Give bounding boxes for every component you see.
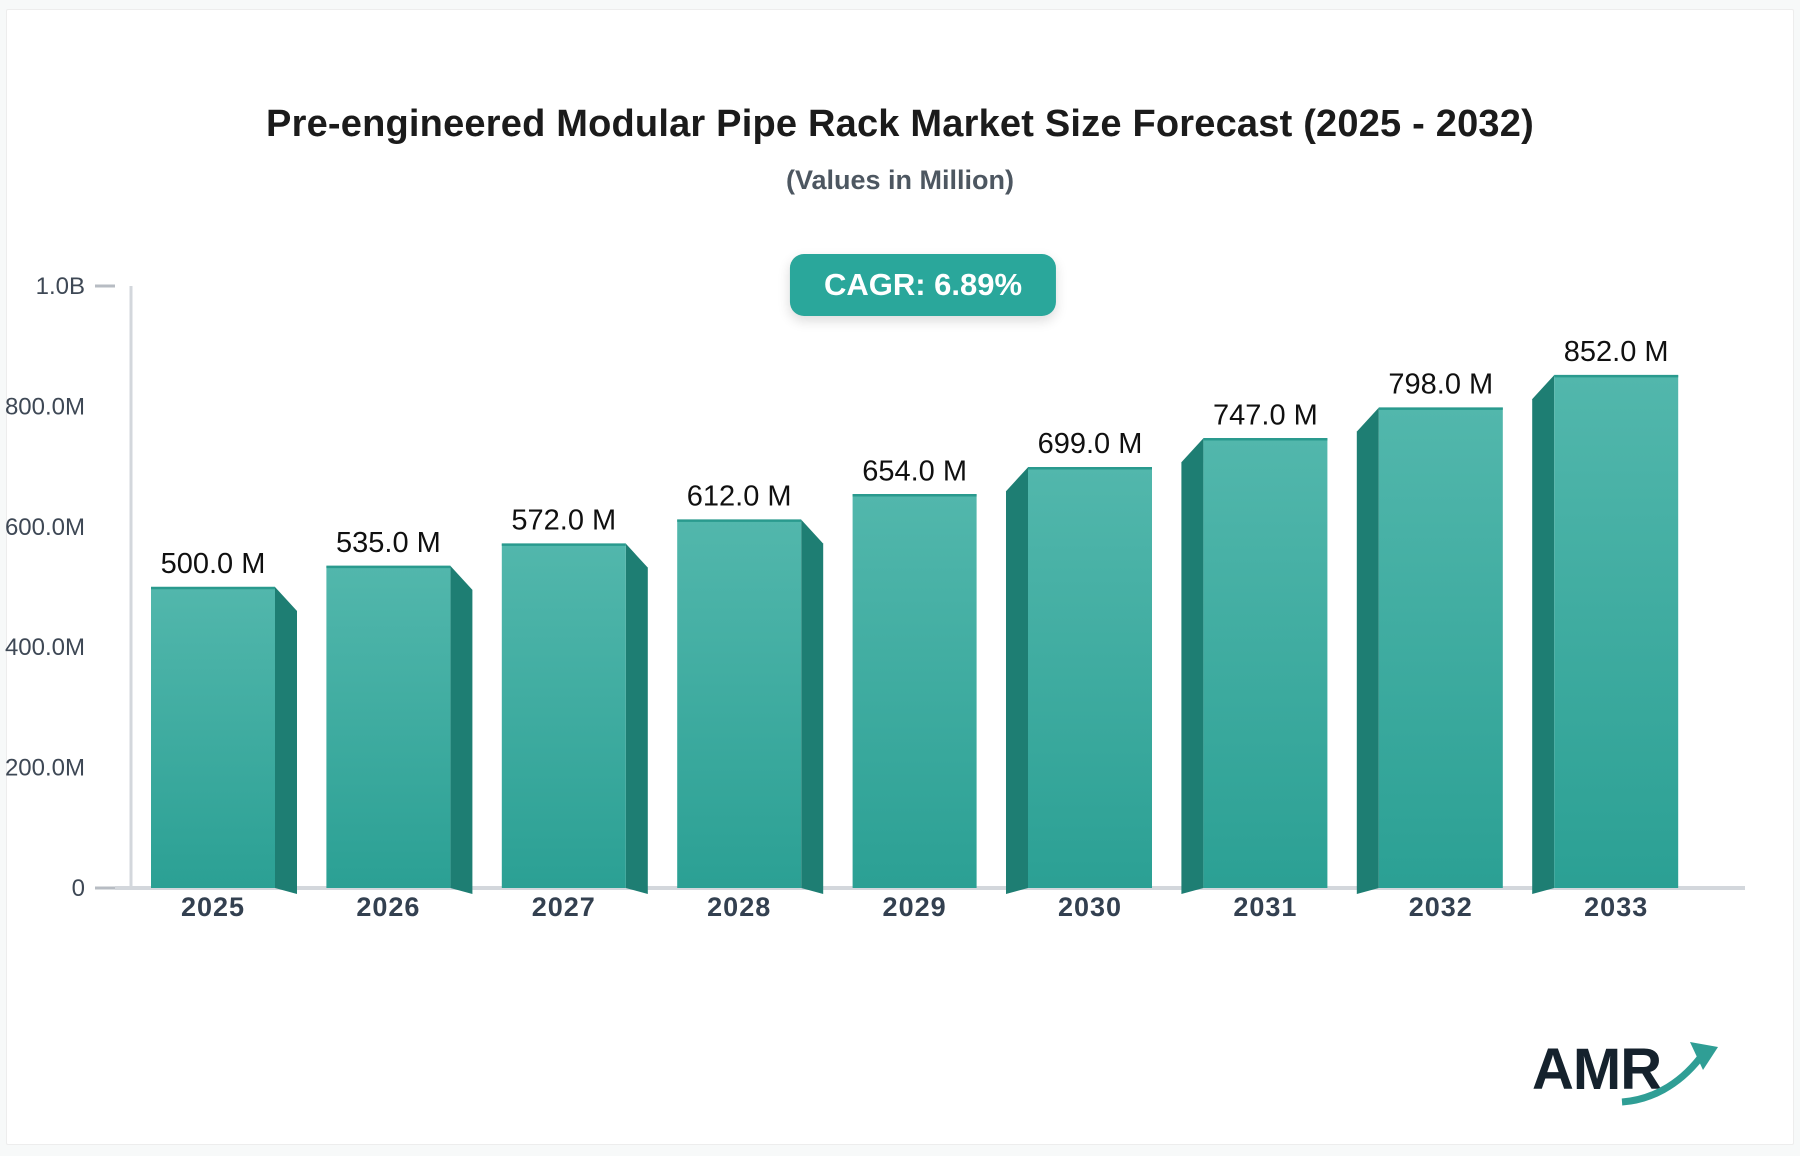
x-category-2028: 2028 [707,892,771,922]
y-tick-label: 800.0M [5,393,85,420]
bar-value-2033: 852.0 M [1564,336,1669,368]
bar-value-2029: 654.0 M [862,455,967,487]
chart-title: Pre-engineered Modular Pipe Rack Market … [266,103,1534,145]
amr-logo: AMR [1532,1036,1728,1120]
bar-2031-face [1203,438,1328,888]
bar-value-2030: 699.0 M [1038,428,1143,460]
bar-2033-face [1554,375,1679,888]
bar-2031-side [1181,438,1204,894]
x-category-2031: 2031 [1233,892,1297,922]
bar-2028-side [801,519,824,894]
cagr-badge: CAGR: 6.89% [789,254,1057,316]
y-tick-label: 200.0M [5,755,85,782]
bar-2028-face [677,519,802,888]
bar-2026-face [326,565,451,888]
y-tick-label: 400.0M [5,634,85,661]
bar-2025-side [275,587,297,894]
x-category-2032: 2032 [1409,892,1473,922]
y-tick-label: 1.0B [36,273,85,300]
cagr-badge-label: CAGR: 6.89% [823,267,1023,302]
bar-2029-face [852,494,977,888]
bar-2030-face [1028,467,1152,888]
x-category-2025: 2025 [181,892,245,922]
bar-2030-side [1006,467,1028,894]
bar-2027-face [501,543,626,888]
bar-value-2032: 798.0 M [1388,369,1493,401]
y-tick-label: 0 [72,875,85,902]
y-tick-label: 600.0M [5,514,85,541]
bars [151,374,1679,894]
x-category-2033: 2033 [1584,892,1648,922]
growth-arrow-icon [1621,1042,1718,1106]
bar-value-2031: 747.0 M [1213,399,1318,431]
x-category-2026: 2026 [356,892,420,922]
bar-2026-side [450,565,473,894]
x-category-2027: 2027 [532,892,596,922]
amr-logo-text: AMR [1532,1037,1662,1102]
bar-value-2028: 612.0 M [687,481,792,513]
x-category-2029: 2029 [883,892,947,922]
bar-2033-side [1532,375,1555,894]
bar-2032-face [1378,407,1503,888]
bar-value-2025: 500.0 M [161,548,266,580]
bar-value-2027: 572.0 M [511,505,616,537]
bar-2025-face [151,587,275,888]
chart-subtitle: (Values in Million) [785,165,1015,195]
x-category-2030: 2030 [1058,892,1122,922]
bar-value-2026: 535.0 M [336,527,441,559]
bar-2027-side [625,543,648,894]
labels: 0 200.0M 400.0M 600.0M 800.0M 1.0B 500.0 M 2025… [5,273,1669,922]
bar-2032-side [1356,407,1379,894]
